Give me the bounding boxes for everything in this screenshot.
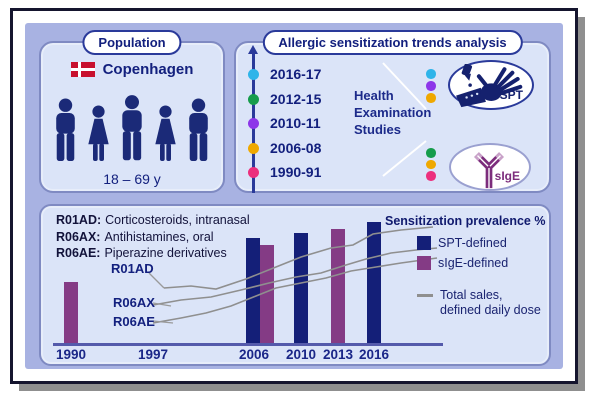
male-person-icon bbox=[189, 98, 208, 161]
bar-spt-2010 bbox=[294, 233, 308, 343]
timeline-year: 1990-91 bbox=[270, 164, 322, 180]
figure-frame: Population Copenhagen 18 – 69 y Allergic… bbox=[10, 8, 578, 384]
antibody-icon bbox=[474, 152, 504, 189]
x-axis-label: 1997 bbox=[137, 347, 169, 362]
male-person-icon bbox=[56, 98, 75, 161]
population-content: Copenhagen 18 – 69 y bbox=[41, 43, 223, 191]
bar-sige-1990 bbox=[64, 282, 78, 343]
spt-study-dot bbox=[426, 69, 436, 79]
curve-label-r06ax: R06AX bbox=[113, 295, 155, 310]
population-box: Population Copenhagen 18 – 69 y bbox=[39, 30, 225, 193]
timeline-year: 2016-17 bbox=[270, 66, 322, 82]
spt-study-dot bbox=[426, 93, 436, 103]
timeline-dot bbox=[247, 166, 259, 178]
x-axis-label: 1990 bbox=[55, 347, 87, 362]
bar-chart: 1990 1997 2006 2010 2013 2016 bbox=[41, 206, 549, 364]
curve-label-r01ad: R01AD bbox=[111, 261, 154, 276]
timeline-year: 2006-08 bbox=[270, 140, 322, 156]
skin-prick-test-hand-icon bbox=[456, 64, 523, 108]
female-person-icon bbox=[88, 105, 109, 161]
legend-label: sIgE-defined bbox=[438, 256, 509, 270]
timeline-year: 2012-15 bbox=[270, 91, 322, 107]
female-person-icon bbox=[155, 105, 176, 161]
trends-box: Allergic sensitization trends analysis 2… bbox=[234, 30, 551, 193]
x-axis-line bbox=[53, 343, 443, 346]
sige-study-dot bbox=[426, 171, 436, 181]
x-axis-label: 2006 bbox=[238, 347, 270, 362]
legend-item-spt: SPT-defined bbox=[417, 236, 507, 250]
male-person-icon bbox=[122, 95, 142, 161]
trends-header: Allergic sensitization trends analysis bbox=[262, 30, 523, 55]
sige-study-dot bbox=[426, 148, 436, 158]
connector-lines bbox=[382, 62, 427, 177]
medication-line: R01AD: Corticosteroids, intranasal bbox=[56, 212, 250, 229]
legend-item-total-sales: Total sales, defined daily dose bbox=[417, 288, 541, 318]
medication-desc: Corticosteroids, intranasal bbox=[105, 213, 250, 227]
x-axis-label: 2013 bbox=[322, 347, 354, 362]
city-name: Copenhagen bbox=[102, 61, 194, 78]
population-people-icons bbox=[52, 88, 212, 162]
medication-code: R06AX: bbox=[56, 229, 101, 244]
legend-label: Total sales, defined daily dose bbox=[440, 288, 541, 317]
denmark-flag-icon bbox=[70, 62, 95, 77]
chart-box: R01AD: Corticosteroids, intranasal R06AX:… bbox=[39, 204, 551, 366]
sige-test-badge: sIgE bbox=[449, 143, 531, 191]
age-range: 18 – 69 y bbox=[103, 171, 161, 187]
timeline-dot bbox=[247, 142, 259, 154]
sige-label: sIgE bbox=[494, 169, 520, 183]
sige-swatch-icon bbox=[417, 256, 431, 270]
curve-label-r06ae: R06AE bbox=[113, 314, 155, 329]
timeline-arrow-icon bbox=[248, 45, 259, 54]
timeline-year: 2010-11 bbox=[270, 115, 321, 131]
bar-sige-2006 bbox=[260, 245, 274, 343]
bar-sige-2013 bbox=[331, 229, 345, 343]
medication-code: R01AD: bbox=[56, 213, 102, 227]
legend-title: Sensitization prevalence % bbox=[385, 214, 546, 228]
bar-spt-2006 bbox=[246, 238, 260, 343]
timeline-dot bbox=[247, 93, 259, 105]
spt-label: SPT bbox=[499, 88, 523, 102]
legend-item-sige: sIgE-defined bbox=[417, 256, 508, 270]
medication-code: R06AE: bbox=[56, 246, 101, 260]
spt-study-dot bbox=[426, 81, 436, 91]
timeline-dot bbox=[247, 117, 259, 129]
city-row: Copenhagen bbox=[70, 61, 194, 78]
timeline-dot bbox=[247, 68, 259, 80]
x-axis-label: 2010 bbox=[285, 347, 317, 362]
sige-study-dot bbox=[426, 159, 436, 169]
population-header: Population bbox=[82, 30, 182, 55]
spt-swatch-icon bbox=[417, 236, 431, 250]
legend-label: SPT-defined bbox=[438, 236, 507, 250]
spt-test-badge: SPT bbox=[448, 60, 534, 110]
x-axis-label: 2016 bbox=[358, 347, 390, 362]
bar-spt-2016 bbox=[367, 222, 381, 343]
health-examination-studies-label: Health Examination Studies bbox=[354, 88, 432, 137]
line-swatch-icon bbox=[417, 294, 433, 297]
figure-panel: Population Copenhagen 18 – 69 y Allergic… bbox=[25, 23, 563, 369]
